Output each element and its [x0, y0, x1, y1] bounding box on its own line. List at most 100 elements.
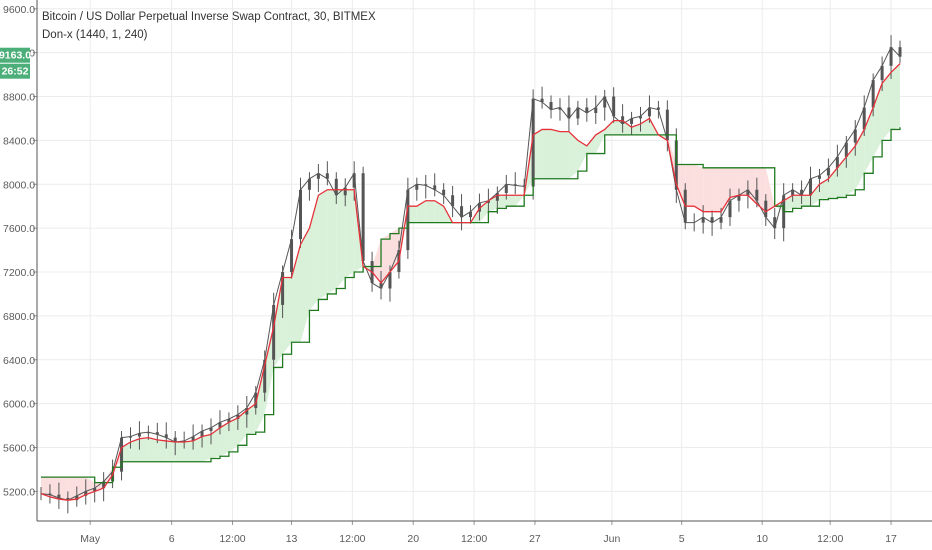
channel-fill-bull-segment: [282, 277, 292, 355]
channel-fill-bear-segment: [765, 167, 775, 212]
channel-fill-bull-segment: [264, 326, 274, 415]
indicator-label[interactable]: Don-x (1440, 1, 240): [42, 29, 148, 41]
channel-fill-bull-segment: [246, 403, 256, 435]
y-tick-label: 7600.0: [3, 223, 35, 235]
y-tick-label: 7200.0: [3, 267, 35, 279]
channel-fill-bull-segment: [559, 131, 569, 179]
channel-fill-bull-segment: [488, 195, 498, 212]
channel-fill-bull-segment: [336, 189, 346, 289]
channel-fill-bull-segment: [139, 437, 149, 462]
channel-fill-bull-segment: [407, 206, 417, 223]
last-price-badge: [0, 47, 30, 63]
channel-fill-bull-segment: [175, 442, 185, 462]
x-tick-label: 12:00: [219, 533, 245, 545]
channel-fill-bull-segment: [291, 244, 301, 343]
x-tick-label: 12:00: [339, 533, 365, 545]
channel-fill-bear-segment: [729, 167, 739, 198]
y-tick-label: 9600.0: [3, 4, 35, 16]
x-tick-label: May: [80, 533, 101, 545]
y-tick-label: 6800.0: [3, 311, 35, 323]
channel-fill-bull-segment: [193, 436, 203, 462]
channel-fill-bull-segment: [801, 195, 811, 207]
y-tick-label: 5600.0: [3, 443, 35, 455]
channel-fill-bull-segment: [202, 434, 212, 462]
channel-fill-bull-segment: [810, 184, 820, 207]
countdown-label: 26:52: [2, 66, 29, 78]
y-tick-label: 6400.0: [3, 355, 35, 367]
channel-fill-bull-segment: [542, 129, 552, 179]
price-candles: [40, 35, 902, 514]
channel-fill-bull-segment: [345, 189, 355, 278]
channel-fill-bull-segment: [604, 120, 614, 135]
channel-fill-bear-segment: [712, 167, 722, 212]
channel-fill-bull-segment: [309, 195, 319, 311]
x-tick-label: Jun: [603, 533, 620, 545]
chart-legend: Bitcoin / US Dollar Perpetual Inverse Sw…: [42, 8, 376, 44]
channel-fill-bull-segment: [228, 417, 238, 452]
channel-fill-bull-segment: [586, 134, 596, 154]
channel-fill: [41, 63, 900, 501]
channel-fill-bull-segment: [577, 140, 587, 172]
channel-fill-bull-segment: [613, 120, 623, 135]
channel-fill-bull-segment: [273, 277, 283, 368]
channel-fill-bear-segment: [756, 167, 766, 212]
countdown-badge: [0, 63, 30, 79]
y-tick-label: 8400.0: [3, 135, 35, 147]
channel-fill-bull-segment: [506, 195, 516, 207]
channel-fill-bull-segment: [130, 438, 140, 462]
channel-fill-bull-segment: [792, 195, 802, 209]
x-tick-label: 12:00: [817, 533, 843, 545]
channel-fill-bull-segment: [211, 427, 220, 459]
channel-fill-bear-segment: [389, 228, 399, 273]
channel-fill-bull-segment: [219, 422, 229, 457]
channel-fill-bull-segment: [327, 189, 337, 294]
channel-fill-bull-segment: [568, 131, 578, 179]
channel-fill-bull-segment: [479, 200, 489, 223]
channel-fill-bull-segment: [157, 439, 167, 462]
x-tick-label: 17: [885, 533, 897, 545]
channel-fill-bull-segment: [846, 145, 856, 196]
x-tick-label: 5: [679, 533, 685, 545]
channel-fill-bull-segment: [533, 129, 543, 179]
channel-fill-bear-segment: [94, 482, 104, 492]
chart-grid: [37, 0, 932, 521]
channel-fill-bear-segment: [703, 167, 713, 212]
channel-fill-bull-segment: [595, 129, 605, 154]
channel-fill-bull-segment: [255, 365, 265, 433]
channel-fill-bull-segment: [622, 120, 632, 135]
channel-fill-bull-segment: [237, 410, 247, 446]
channel-fill-bear-segment: [49, 477, 59, 500]
channel-fill-bull-segment: [551, 129, 560, 179]
y-tick-label: 6000.0: [3, 399, 35, 411]
channel-fill-bull-segment: [300, 228, 310, 343]
y-tick-label: 8800.0: [3, 92, 35, 104]
channel-fill-bull-segment: [882, 72, 892, 141]
channel-fill-bear-segment: [41, 477, 50, 497]
channel-fill-bear-segment: [747, 167, 757, 205]
x-tick-label: 10: [756, 533, 768, 545]
channel-fill-bear-segment: [685, 164, 695, 207]
channel-fill-bear-segment: [694, 164, 704, 212]
channel-fill-bull-segment: [837, 156, 847, 198]
y-tick-label: 8000.0: [3, 179, 35, 191]
channel-lines: [40, 63, 901, 501]
channel-fill-bull-segment: [148, 437, 158, 462]
x-tick-label: 12:00: [461, 533, 487, 545]
channel-fill-bull-segment: [855, 129, 865, 190]
x-tick-label: 20: [407, 533, 419, 545]
lower-channel-line: [41, 127, 901, 484]
channel-fill-bull-segment: [184, 440, 194, 462]
channel-fill-bear-segment: [67, 477, 77, 501]
upper-channel-line: [40, 63, 901, 501]
chart-axes: 5200.0 5600.0 6000.0 6400.0 6800.0 7200.0 7600…: [3, 0, 932, 545]
channel-fill-bull-segment: [166, 440, 176, 462]
channel-fill-bull-segment: [434, 200, 444, 223]
channel-fill-bear-segment: [738, 167, 748, 196]
price-badges: 9163.0 26:52: [0, 47, 31, 79]
last-price-label: 9163.0: [0, 50, 31, 62]
channel-fill-bull-segment: [425, 200, 435, 223]
channel-fill-bull-segment: [891, 63, 900, 130]
channel-fill-bull-segment: [828, 167, 838, 199]
channel-fill-bear-segment: [58, 477, 68, 501]
